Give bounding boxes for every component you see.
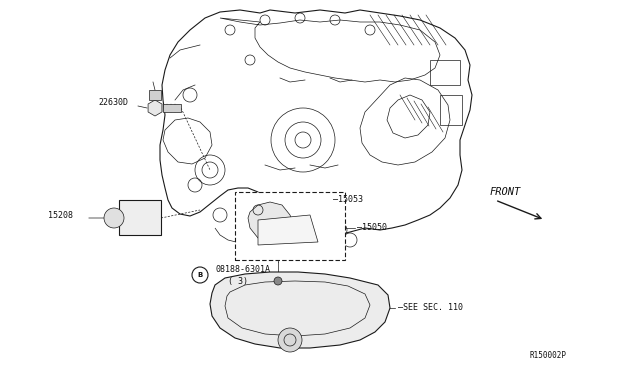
Bar [149, 90, 161, 100]
Text: FRONT: FRONT [490, 187, 521, 197]
Bar [163, 104, 181, 112]
Bar [235, 192, 345, 260]
Polygon shape [160, 10, 472, 240]
Text: –15050: –15050 [357, 223, 387, 232]
Text: ( 3): ( 3) [228, 277, 248, 286]
Circle shape [278, 328, 302, 352]
Text: 08188-6301A: 08188-6301A [215, 265, 270, 274]
Bar [430, 60, 460, 85]
Circle shape [104, 208, 124, 228]
Text: –15053: –15053 [333, 195, 363, 204]
Polygon shape [248, 202, 295, 243]
Bar [119, 200, 161, 235]
Text: 15208: 15208 [48, 211, 73, 220]
Text: –SEE SEC. 110: –SEE SEC. 110 [398, 303, 463, 312]
Bar [440, 95, 462, 125]
Polygon shape [210, 272, 390, 348]
Circle shape [192, 267, 208, 283]
Text: R150002P: R150002P [530, 351, 567, 360]
Circle shape [274, 277, 282, 285]
Polygon shape [148, 100, 162, 116]
Text: 22630D: 22630D [98, 98, 128, 107]
Polygon shape [258, 215, 318, 245]
Text: B: B [197, 272, 203, 278]
